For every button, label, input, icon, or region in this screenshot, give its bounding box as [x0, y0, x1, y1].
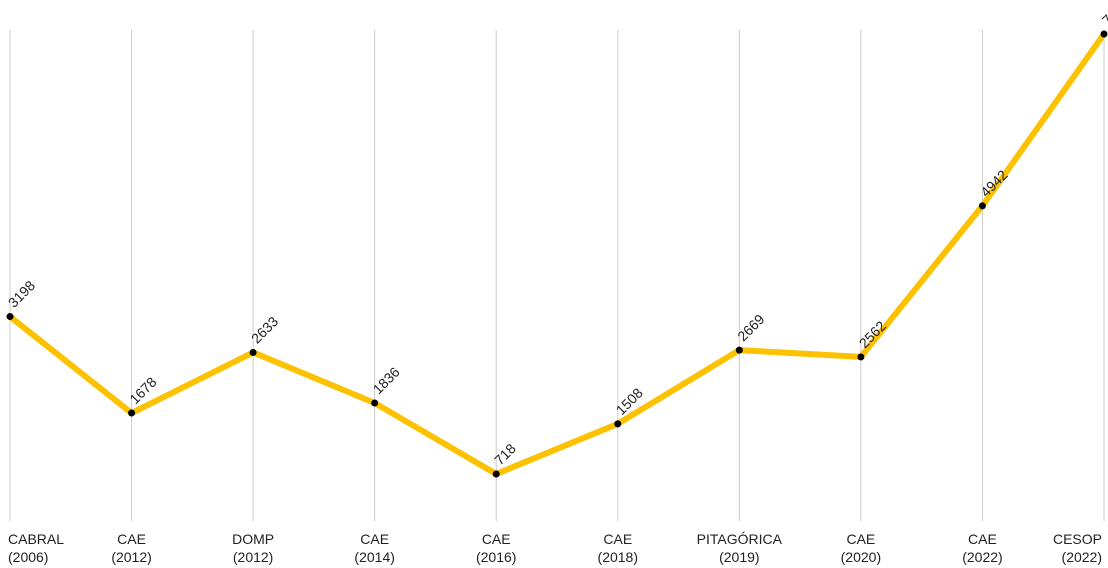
x-tick-label: CAE (2022) [962, 531, 1002, 565]
x-tick-label-name: CESOP [1053, 531, 1102, 547]
data-point [1100, 30, 1108, 38]
x-tick-label-name: CAE [360, 531, 389, 547]
x-tick-label: CESOP (2022) [1053, 531, 1102, 565]
x-tick-label: CAE (2014) [354, 531, 394, 565]
x-tick-label-name: CAE [968, 531, 997, 547]
grid-layer [9, 30, 1105, 521]
x-tick-label-year: (2016) [476, 549, 516, 565]
x-tick-label: DOMP (2012) [232, 531, 274, 565]
x-tick-label-year: (2019) [719, 549, 759, 565]
x-tick-label: PITAGÓRICA (2019) [697, 531, 783, 565]
x-axis-tick-labels: CABRAL (2006) CAE (2012) DOMP (2012) CAE (2014)… [8, 531, 1102, 565]
x-tick-label-year: (2006) [8, 549, 48, 565]
x-tick-label-year: (2014) [354, 549, 394, 565]
data-point [614, 420, 622, 428]
x-tick-label-name: PITAGÓRICA [697, 531, 783, 547]
x-tick-label: CABRAL (2006) [8, 531, 64, 565]
x-tick-label: CAE (2018) [598, 531, 638, 565]
x-tick-label: CAE (2016) [476, 531, 516, 565]
x-tick-label-name: DOMP [232, 531, 274, 547]
x-tick-label-name: CAE [846, 531, 875, 547]
data-point [6, 313, 14, 321]
data-label: 7649 [1099, 0, 1108, 28]
data-point [371, 399, 379, 407]
x-tick-label-year: (2022) [1062, 549, 1102, 565]
x-tick-label: CAE (2012) [111, 531, 151, 565]
x-tick-label-name: CAE [603, 531, 632, 547]
data-point [735, 346, 743, 354]
x-tick-label-year: (2020) [841, 549, 881, 565]
data-point [128, 409, 136, 417]
x-tick-label-name: CABRAL [8, 531, 64, 547]
x-tick-label-name: CAE [482, 531, 511, 547]
data-point [492, 470, 500, 478]
series-line [7, 31, 1107, 477]
data-point [249, 348, 257, 356]
x-tick-label-name: CAE [117, 531, 146, 547]
data-point [978, 202, 986, 210]
x-tick-label-year: (2022) [962, 549, 1002, 565]
x-tick-label: CAE (2020) [841, 531, 881, 565]
data-point [857, 353, 865, 361]
x-tick-label-year: (2012) [111, 549, 151, 565]
series-layer [7, 31, 1107, 477]
x-tick-label-year: (2012) [233, 549, 273, 565]
points-layer [6, 30, 1108, 478]
x-tick-label-year: (2018) [598, 549, 638, 565]
